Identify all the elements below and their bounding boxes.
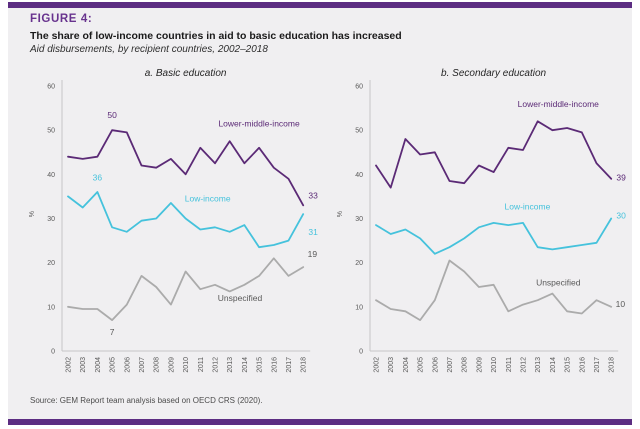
series-line-unspecified xyxy=(67,257,305,322)
figure-title: The share of low-income countries in aid… xyxy=(30,30,402,42)
y-axis-unit-label: % xyxy=(337,211,344,217)
series-label-unspecified: Unspecified xyxy=(536,278,581,288)
data-label-lower-middle-income-50: 50 xyxy=(107,110,117,120)
x-tick-label: 2011 xyxy=(506,357,513,372)
chart-basic-education: a. Basic education 0 10 20 30 40 50 60% 2002 2003… xyxy=(29,68,318,373)
x-tick-label: 2012 xyxy=(213,357,220,373)
data-label-unspecified-10: 10 xyxy=(616,299,626,309)
series-line-low-income xyxy=(375,217,613,255)
y-tick-label: 0 xyxy=(51,349,55,356)
x-tick-label: 2017 xyxy=(286,357,293,373)
x-tick-label: 2008 xyxy=(462,357,469,373)
y-tick-label: 60 xyxy=(47,84,55,91)
y-tick-label: 10 xyxy=(355,304,363,311)
x-tick-label: 2014 xyxy=(550,357,557,373)
data-label-lower-middle-income-33: 33 xyxy=(308,191,318,201)
x-tick-label: 2016 xyxy=(271,357,278,373)
x-tick-label: 2006 xyxy=(124,357,131,373)
series-line-unspecified xyxy=(375,259,613,322)
y-tick-label: 30 xyxy=(355,216,363,223)
x-tick-label: 2009 xyxy=(168,357,175,373)
y-tick-label: 50 xyxy=(47,128,55,135)
figure-source: Source: GEM Report team analysis based o… xyxy=(30,396,263,405)
x-tick-label: 2016 xyxy=(579,357,586,373)
figure-subtitle: Aid disbursements, by recipient countrie… xyxy=(30,44,268,55)
x-tick-label: 2007 xyxy=(447,357,454,373)
x-tick-label: 2013 xyxy=(535,357,542,373)
chart-title: a. Basic education xyxy=(145,68,227,79)
data-label-low-income-36: 36 xyxy=(93,173,103,183)
x-tick-label: 2008 xyxy=(154,357,161,373)
data-label-lower-middle-income-39: 39 xyxy=(616,173,626,183)
y-tick-label: 50 xyxy=(355,128,363,135)
data-label-unspecified-7: 7 xyxy=(110,327,115,337)
series-label-low-income: Low-income xyxy=(504,202,550,212)
series-label-lower-middle-income: Lower-middle-income xyxy=(518,99,600,109)
x-tick-label: 2006 xyxy=(432,357,439,373)
series-line-low-income xyxy=(67,191,305,249)
y-tick-label: 20 xyxy=(47,260,55,267)
y-tick-label: 60 xyxy=(355,84,363,91)
y-tick-label: 20 xyxy=(355,260,363,267)
x-tick-label: 2009 xyxy=(476,357,483,373)
x-tick-label: 2014 xyxy=(242,357,249,373)
x-tick-label: 2003 xyxy=(388,357,395,373)
x-tick-label: 2005 xyxy=(110,357,117,373)
series-line-lower-middle-income xyxy=(375,120,613,189)
chart-secondary-education: b. Secondary education 0 10 20 30 40 50 60% 2002… xyxy=(337,68,626,373)
data-label-unspecified-19: 19 xyxy=(308,249,318,259)
y-tick-label: 10 xyxy=(47,304,55,311)
y-tick-label: 0 xyxy=(359,349,363,356)
x-tick-label: 2002 xyxy=(66,357,73,373)
y-axis-unit-label: % xyxy=(29,211,36,217)
x-tick-label: 2004 xyxy=(403,357,410,373)
x-tick-label: 2004 xyxy=(95,357,102,373)
data-label-low-income-31: 31 xyxy=(308,227,318,237)
x-tick-label: 2015 xyxy=(257,357,264,373)
y-tick-label: 40 xyxy=(355,172,363,179)
x-tick-label: 2002 xyxy=(374,357,381,373)
figure-label: FIGURE 4: xyxy=(30,13,93,25)
series-label-low-income: Low-income xyxy=(185,194,231,204)
chart-title: b. Secondary education xyxy=(441,68,547,79)
x-tick-label: 2011 xyxy=(198,357,205,372)
data-label-low-income-30: 30 xyxy=(616,211,626,221)
x-tick-label: 2005 xyxy=(418,357,425,373)
series-line-lower-middle-income xyxy=(67,129,305,207)
x-tick-label: 2007 xyxy=(139,357,146,373)
x-tick-label: 2018 xyxy=(301,357,308,373)
x-tick-label: 2013 xyxy=(227,357,234,373)
y-tick-label: 40 xyxy=(47,172,55,179)
x-tick-label: 2012 xyxy=(521,357,528,373)
x-tick-label: 2010 xyxy=(491,357,498,373)
figure-panel xyxy=(8,2,632,425)
x-tick-label: 2017 xyxy=(594,357,601,373)
x-tick-label: 2003 xyxy=(80,357,87,373)
series-label-unspecified: Unspecified xyxy=(218,293,263,303)
x-tick-label: 2010 xyxy=(183,357,190,373)
x-tick-label: 2018 xyxy=(609,357,616,373)
series-label-lower-middle-income: Lower-middle-income xyxy=(218,119,300,129)
y-tick-label: 30 xyxy=(47,216,55,223)
x-tick-label: 2015 xyxy=(565,357,572,373)
